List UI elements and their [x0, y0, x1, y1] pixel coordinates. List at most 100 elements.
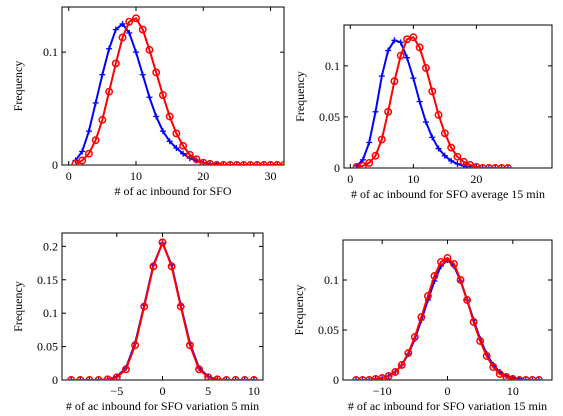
x-tick-label: 0 — [66, 169, 72, 183]
series-line — [74, 22, 284, 165]
y-tick-label: 0.05 — [319, 110, 340, 124]
data-point — [185, 150, 194, 159]
data-point — [491, 164, 500, 168]
y-tick-label: 0 — [333, 373, 339, 387]
x-tick-label: 0 — [160, 384, 166, 398]
data-point — [410, 75, 417, 82]
x-axis-label: # of ac inbound for SFO variation 15 min — [348, 399, 547, 413]
data-point — [535, 377, 542, 380]
x-tick-label: 30 — [265, 169, 277, 183]
data-point — [391, 368, 400, 376]
data-point — [94, 376, 103, 380]
x-axis-label: # of ac inbound for SFO average 15 min — [351, 187, 545, 201]
data-point — [250, 377, 257, 380]
x-tick-label: −5 — [110, 384, 123, 398]
data-point — [219, 161, 228, 165]
data-point — [222, 376, 231, 380]
data-point — [185, 341, 194, 350]
data-point — [233, 162, 240, 165]
data-point — [359, 156, 366, 163]
y-tick-label: 0 — [52, 158, 58, 172]
y-tick-label: 0.1 — [324, 273, 339, 287]
data-point — [497, 164, 506, 168]
data-point — [529, 377, 536, 380]
data-point — [459, 157, 468, 166]
data-point — [365, 158, 374, 167]
series-2 — [71, 14, 284, 165]
data-point — [91, 136, 100, 145]
series-line — [71, 240, 254, 380]
data-point — [249, 376, 258, 380]
data-point — [437, 258, 445, 266]
x-tick-label: 10 — [248, 384, 260, 398]
x-tick-label: −10 — [373, 384, 392, 398]
data-point — [126, 29, 133, 36]
data-point — [111, 59, 120, 68]
data-point — [246, 161, 255, 165]
data-point — [176, 302, 185, 311]
subplot-1: 0 10 20 30 0 0.1 # of ac inbound for SFO Freque… — [11, 6, 285, 198]
data-point — [125, 17, 134, 26]
y-tick-label: 0.2 — [43, 239, 58, 253]
data-point — [476, 337, 485, 345]
data-point — [79, 148, 86, 155]
data-point — [479, 165, 486, 168]
data-point — [105, 87, 114, 96]
data-point — [359, 377, 366, 380]
data-point — [227, 162, 234, 165]
data-point — [415, 43, 424, 52]
data-point — [159, 128, 166, 135]
data-point — [454, 160, 461, 167]
data-point — [140, 302, 149, 311]
data-point — [385, 47, 392, 54]
series-line — [356, 256, 539, 380]
data-point — [180, 150, 187, 157]
data-point — [152, 68, 161, 77]
data-point — [241, 377, 248, 380]
data-point — [240, 376, 249, 380]
data-point — [384, 372, 393, 380]
axes-frame — [61, 232, 264, 381]
data-point — [213, 375, 222, 380]
data-point — [138, 25, 147, 34]
y-tick-label: 0.15 — [37, 273, 58, 287]
data-point — [485, 164, 493, 168]
data-point — [482, 352, 491, 360]
data-point — [231, 376, 240, 380]
data-point — [434, 110, 443, 119]
data-point — [112, 373, 121, 380]
y-axis-label: Frequency — [293, 71, 307, 122]
data-point — [132, 14, 140, 23]
data-point — [260, 162, 267, 165]
data-point — [417, 313, 426, 321]
data-point — [448, 157, 455, 164]
x-tick-label: 20 — [470, 172, 482, 186]
x-tick-label: 0 — [445, 384, 451, 398]
series-1 — [72, 20, 284, 165]
data-point — [404, 349, 413, 357]
y-tick-label: 0 — [52, 373, 58, 387]
y-axis-label: Frequency — [11, 281, 25, 332]
data-point — [280, 161, 284, 165]
y-axis-label: Frequency — [11, 61, 25, 112]
data-point — [204, 373, 213, 380]
data-point — [85, 376, 94, 380]
data-point — [192, 155, 201, 164]
data-point — [172, 129, 181, 138]
y-axis-label: Frequency — [292, 285, 306, 336]
data-point — [95, 377, 102, 380]
data-point — [86, 377, 93, 380]
data-point — [253, 161, 262, 165]
data-point — [430, 272, 439, 280]
y-tick-label: 0.1 — [43, 306, 58, 320]
data-point — [503, 164, 512, 168]
data-point — [165, 112, 174, 121]
data-point — [409, 33, 418, 42]
subplot-2: 0 10 20 0 0.05 0.1 # of ac inbound for SFO ave… — [293, 24, 553, 201]
data-point — [179, 141, 188, 150]
series-1 — [68, 240, 257, 380]
data-point — [77, 377, 84, 380]
data-point — [158, 91, 167, 99]
data-point — [247, 162, 254, 165]
data-point — [71, 159, 80, 165]
